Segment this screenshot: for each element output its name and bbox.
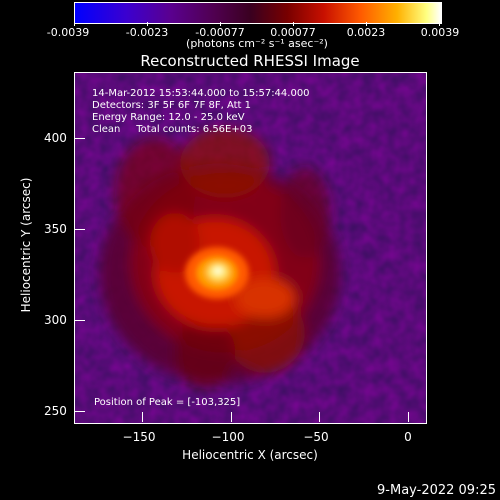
x-tick-label: −50	[303, 430, 329, 444]
colorbar-tick-label: 0.0039	[420, 26, 460, 39]
colorbar-tick-label: -0.00077	[195, 26, 245, 39]
x-tick-mark	[231, 412, 232, 422]
colorbar-tick-label: -0.0039	[46, 26, 90, 39]
x-tick-mark	[408, 412, 409, 422]
rhessi-image-canvas	[75, 73, 426, 423]
x-axis-label: Heliocentric X (arcsec)	[182, 448, 318, 462]
colorbar-tick-label: 0.0023	[346, 26, 386, 39]
x-tick-mark	[319, 412, 320, 422]
colorbar-tick-label: -0.0023	[125, 26, 169, 39]
detectors-text: Detectors: 3F 5F 6F 7F 8F, Att 1	[92, 100, 252, 111]
colorbar-tick	[366, 22, 367, 26]
y-tick-label: 300	[44, 313, 67, 327]
y-tick-mark	[75, 411, 85, 412]
time-range-text: 14-Mar-2012 15:53:44.000 to 15:57:44.000	[92, 88, 310, 99]
colorbar-unit-label: (photons cm⁻² s⁻¹ asec⁻²)	[186, 37, 328, 50]
y-tick-label: 350	[44, 222, 67, 236]
image-title: Reconstructed RHESSI Image	[140, 52, 360, 70]
colorbar-tick	[220, 22, 221, 26]
footer-timestamp: 9-May-2022 09:25	[377, 483, 496, 498]
colorbar-gradient	[75, 3, 441, 23]
x-tick-label: −100	[211, 430, 245, 444]
x-tick-label: −150	[122, 430, 156, 444]
colorbar	[74, 2, 442, 24]
colorbar-tick	[147, 22, 148, 26]
colorbar-tick-label: 0.00077	[270, 26, 316, 39]
rhessi-image-plot	[74, 72, 427, 424]
y-axis-label: Heliocentric Y (arcsec)	[19, 177, 33, 313]
colorbar-tick	[74, 22, 75, 26]
y-tick-mark	[75, 229, 85, 230]
peak-position-text: Position of Peak = [-103,325]	[94, 397, 241, 408]
y-tick-mark	[75, 320, 85, 321]
colorbar-tick	[439, 22, 440, 26]
y-tick-label: 250	[44, 404, 67, 418]
energy-range-text: Energy Range: 12.0 - 25.0 keV	[92, 112, 245, 123]
x-tick-mark	[142, 412, 143, 422]
colorbar-tick	[293, 22, 294, 26]
y-tick-mark	[75, 138, 85, 139]
clean-counts-text: Clean Total counts: 6.56E+03	[92, 124, 253, 135]
y-tick-label: 400	[44, 131, 67, 145]
x-tick-label: 0	[404, 430, 412, 444]
